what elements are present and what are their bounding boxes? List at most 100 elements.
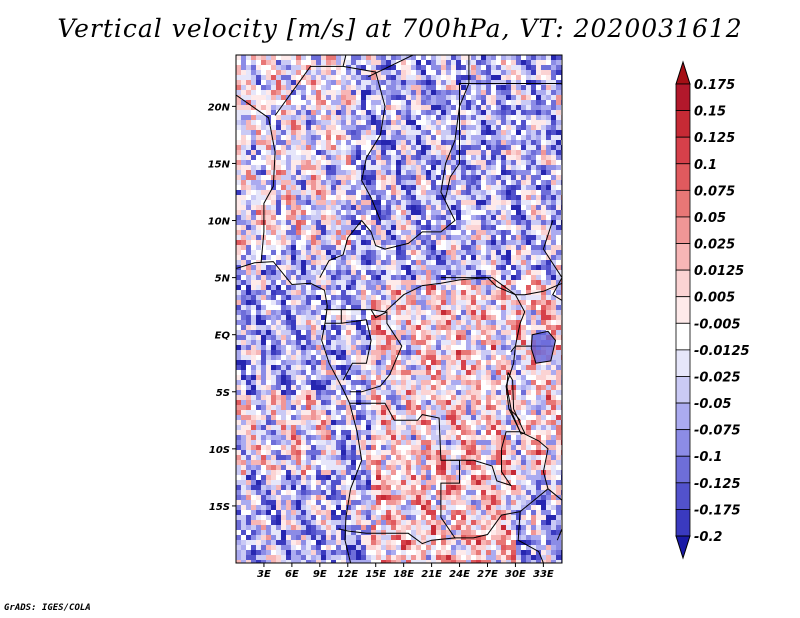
field-cell [356, 355, 362, 361]
field-cell [251, 310, 257, 316]
field-cell [511, 170, 517, 176]
field-cell [451, 295, 457, 301]
field-cell [246, 425, 252, 431]
field-cell [511, 275, 517, 281]
field-cell [366, 275, 372, 281]
field-cell [501, 420, 507, 426]
field-cell [411, 240, 417, 246]
field-cell [311, 255, 317, 261]
field-cell [401, 105, 407, 111]
field-cell [556, 160, 562, 166]
field-cell [486, 260, 492, 266]
field-cell [271, 305, 277, 311]
field-cell [276, 310, 282, 316]
field-cell [521, 355, 527, 361]
field-cell [421, 285, 427, 291]
field-cell [276, 250, 282, 256]
field-cell [486, 290, 492, 296]
field-cell [356, 420, 362, 426]
field-cell [286, 390, 292, 396]
field-cell [506, 205, 512, 211]
field-cell [281, 220, 287, 226]
field-cell [426, 110, 432, 116]
field-cell [511, 230, 517, 236]
field-cell [346, 375, 352, 381]
field-cell [461, 250, 467, 256]
field-cell [436, 160, 442, 166]
field-cell [436, 185, 442, 191]
field-cell [496, 135, 502, 141]
field-cell [326, 330, 332, 336]
field-cell [476, 190, 482, 196]
field-cell [496, 195, 502, 201]
field-cell [476, 265, 482, 271]
field-cell [521, 90, 527, 96]
field-cell [321, 160, 327, 166]
field-cell [446, 340, 452, 346]
field-cell [401, 165, 407, 171]
field-cell [401, 135, 407, 141]
field-cell [451, 180, 457, 186]
field-cell [431, 95, 437, 101]
field-cell [251, 430, 257, 436]
field-cell [326, 75, 332, 81]
field-cell [306, 190, 312, 196]
field-cell [281, 315, 287, 321]
field-cell [236, 320, 242, 326]
field-cell [486, 60, 492, 66]
field-cell [406, 70, 412, 76]
field-cell [521, 75, 527, 81]
field-cell [266, 135, 272, 141]
field-cell [391, 90, 397, 96]
field-cell [336, 350, 342, 356]
field-cell [246, 290, 252, 296]
field-cell [341, 345, 347, 351]
field-cell [466, 160, 472, 166]
field-cell [471, 115, 477, 121]
field-cell [511, 310, 517, 316]
field-cell [331, 365, 337, 371]
field-cell [391, 65, 397, 71]
field-cell [361, 120, 367, 126]
field-cell [551, 295, 557, 301]
field-cell [371, 105, 377, 111]
field-cell [456, 95, 462, 101]
field-cell [531, 265, 537, 271]
field-cell [486, 285, 492, 291]
field-cell [341, 230, 347, 236]
field-cell [341, 190, 347, 196]
field-cell [361, 265, 367, 271]
field-cell [336, 120, 342, 126]
field-cell [331, 255, 337, 261]
field-cell [276, 90, 282, 96]
field-cell [466, 140, 472, 146]
field-cell [416, 395, 422, 401]
field-cell [541, 180, 547, 186]
field-cell [306, 300, 312, 306]
field-cell [506, 355, 512, 361]
field-cell [471, 165, 477, 171]
field-cell [481, 205, 487, 211]
field-cell [351, 395, 357, 401]
field-cell [471, 70, 477, 76]
field-cell [366, 265, 372, 271]
field-cell [296, 105, 302, 111]
field-cell [466, 185, 472, 191]
field-cell [296, 265, 302, 271]
field-cell [401, 405, 407, 411]
field-cell [406, 280, 412, 286]
field-cell [446, 240, 452, 246]
field-cell [411, 270, 417, 276]
field-cell [286, 225, 292, 231]
field-cell [531, 220, 537, 226]
field-cell [236, 230, 242, 236]
field-cell [276, 415, 282, 421]
field-cell [461, 355, 467, 361]
field-cell [251, 190, 257, 196]
field-cell [261, 375, 267, 381]
field-cell [536, 125, 542, 131]
field-cell [331, 360, 337, 366]
field-cell [346, 150, 352, 156]
field-cell [281, 90, 287, 96]
field-cell [511, 115, 517, 121]
